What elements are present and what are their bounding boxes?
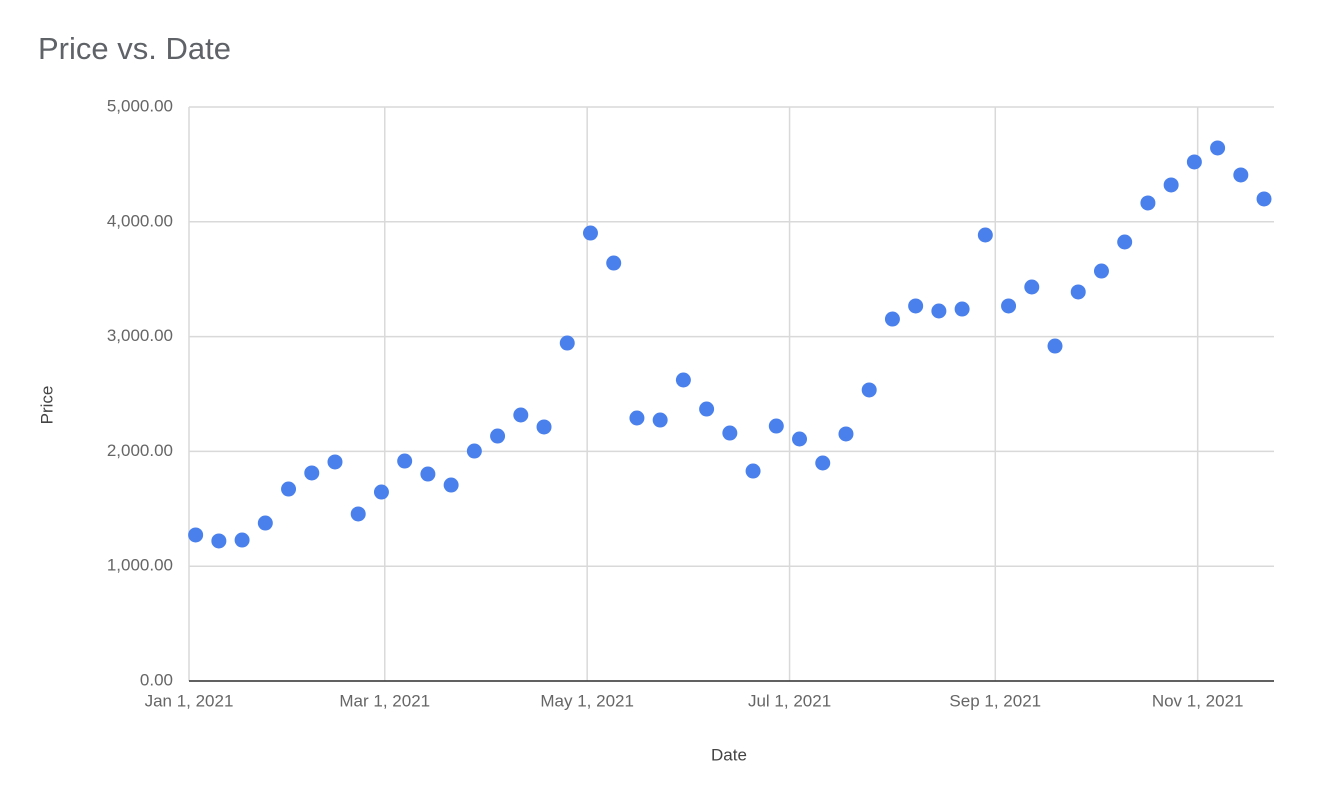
point bbox=[1117, 234, 1133, 250]
point bbox=[861, 382, 877, 398]
point bbox=[675, 372, 691, 388]
y-tick-label: 0.00 bbox=[140, 670, 173, 689]
point bbox=[931, 303, 947, 319]
y-axis-title: Price bbox=[37, 386, 56, 425]
point bbox=[466, 443, 482, 459]
point bbox=[745, 463, 761, 479]
point bbox=[1163, 177, 1179, 193]
point bbox=[699, 401, 715, 417]
point bbox=[443, 477, 459, 493]
point bbox=[977, 227, 993, 243]
point bbox=[1140, 195, 1156, 211]
y-tick-label: 4,000.00 bbox=[107, 211, 173, 230]
y-tick-label: 2,000.00 bbox=[107, 441, 173, 460]
point bbox=[257, 515, 273, 531]
point bbox=[211, 533, 227, 549]
x-tick-label: Nov 1, 2021 bbox=[1152, 691, 1244, 710]
point bbox=[582, 225, 598, 241]
point bbox=[1256, 191, 1272, 207]
y-tick-label: 3,000.00 bbox=[107, 326, 173, 345]
x-tick-label: Jul 1, 2021 bbox=[748, 691, 831, 710]
point bbox=[1070, 284, 1086, 300]
x-tick-label: Jan 1, 2021 bbox=[145, 691, 234, 710]
point bbox=[373, 484, 389, 500]
x-tick-label: Sep 1, 2021 bbox=[949, 691, 1041, 710]
point bbox=[1093, 263, 1109, 279]
point bbox=[490, 428, 506, 444]
point bbox=[234, 532, 250, 548]
point bbox=[1186, 154, 1202, 170]
point bbox=[513, 407, 529, 423]
x-axis-title: Date bbox=[711, 745, 747, 764]
y-tick-label: 5,000.00 bbox=[107, 96, 173, 115]
point bbox=[188, 527, 204, 543]
point bbox=[1047, 338, 1063, 354]
x-tick-label: May 1, 2021 bbox=[540, 691, 634, 710]
point bbox=[908, 298, 924, 314]
point bbox=[884, 311, 900, 327]
point bbox=[1024, 279, 1040, 295]
point bbox=[954, 301, 970, 317]
point bbox=[768, 418, 784, 434]
point bbox=[1001, 298, 1017, 314]
x-tick-label: Mar 1, 2021 bbox=[339, 691, 430, 710]
point bbox=[792, 431, 808, 447]
point bbox=[304, 465, 320, 481]
point bbox=[815, 455, 831, 471]
point bbox=[838, 426, 854, 442]
point bbox=[327, 454, 343, 470]
y-tick-label: 1,000.00 bbox=[107, 556, 173, 575]
point bbox=[420, 466, 436, 482]
point bbox=[281, 481, 297, 497]
point bbox=[1210, 140, 1226, 156]
point bbox=[652, 412, 668, 428]
point bbox=[1233, 167, 1249, 183]
point bbox=[397, 453, 413, 469]
point bbox=[350, 506, 366, 522]
point bbox=[722, 425, 738, 441]
point bbox=[559, 335, 575, 351]
grid bbox=[188, 106, 1274, 682]
point bbox=[629, 410, 645, 426]
chart-title: Price vs. Date bbox=[38, 31, 231, 66]
point bbox=[536, 419, 552, 435]
point bbox=[606, 255, 622, 271]
